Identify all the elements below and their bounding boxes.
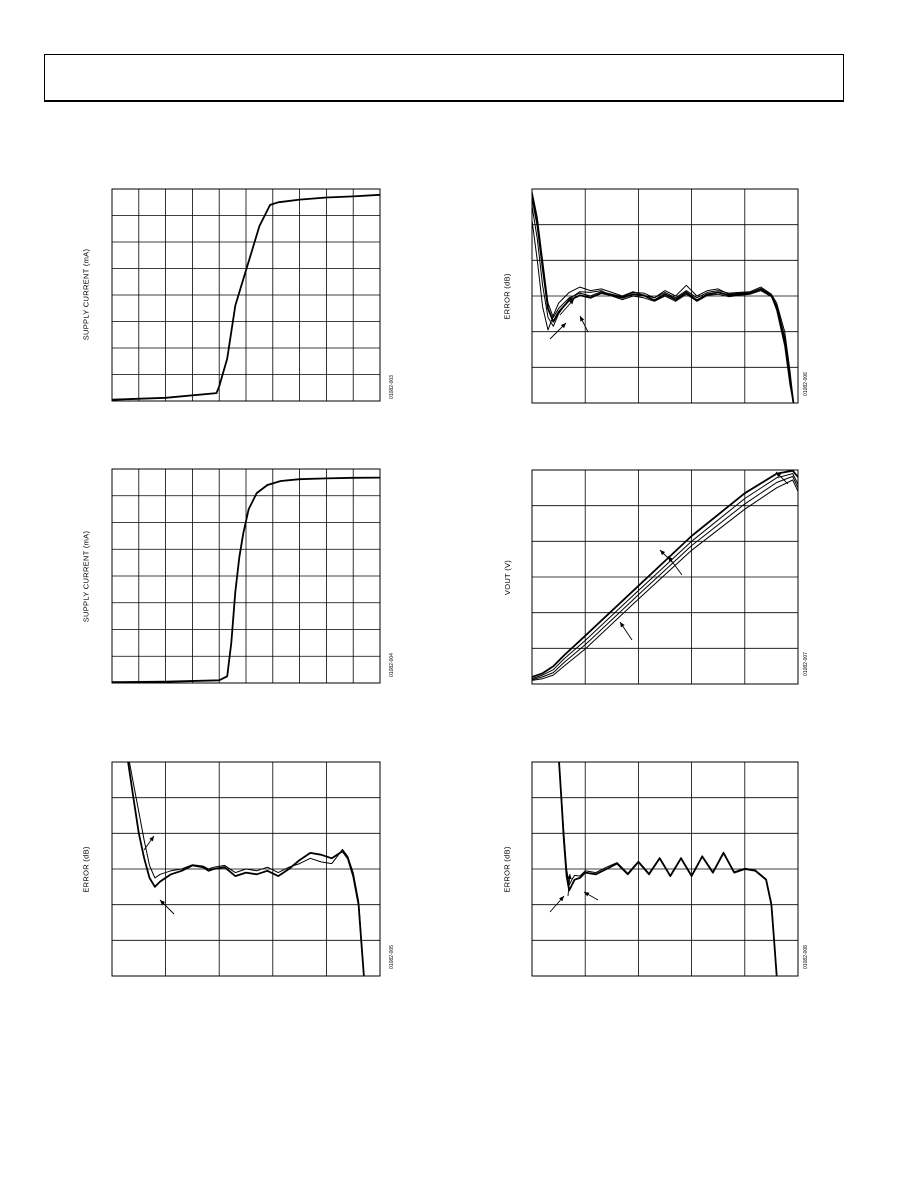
plot-frame — [531, 761, 799, 977]
chart-error-3 — [531, 761, 799, 977]
plot-frame — [531, 469, 799, 685]
annotation-arrow — [567, 873, 572, 897]
chart-plot-area — [111, 761, 381, 977]
series-line-3 — [532, 202, 794, 403]
plot-frame — [531, 188, 799, 404]
series-line-2 — [532, 189, 795, 403]
series-line-4 — [532, 479, 798, 681]
series-line-1 — [558, 762, 778, 976]
chart-plot-area — [111, 468, 381, 684]
series-line-2 — [532, 473, 798, 680]
chart-plot-area — [111, 188, 381, 402]
y-axis-label: ERROR (dB) — [502, 845, 512, 893]
annotation-arrow — [549, 895, 565, 913]
annotation-arrow — [619, 621, 633, 641]
y-axis-label: ERROR (dB) — [81, 845, 91, 893]
chart-supply-current-2 — [111, 468, 381, 684]
series-line-1 — [127, 762, 365, 976]
annotation-arrow — [159, 899, 175, 915]
series-line-1 — [532, 191, 795, 403]
y-axis-label: ERROR (dB) — [502, 272, 512, 320]
y-axis-label: SUPPLY CURRENT (mA) — [81, 530, 91, 622]
series-line-2 — [558, 762, 778, 976]
series-line-4 — [532, 216, 794, 403]
annotation-arrow — [559, 298, 575, 316]
plot-frame — [111, 188, 381, 402]
chart-supply-current-1 — [111, 188, 381, 402]
figure-id: 01082-005 — [388, 945, 395, 969]
figure-id: 01082-003 — [388, 375, 395, 399]
plot-frame — [111, 468, 381, 684]
chart-plot-area — [531, 188, 799, 404]
y-axis-label: SUPPLY CURRENT (mA) — [81, 248, 91, 340]
page-header-box — [44, 54, 844, 102]
figure-id: 01082-004 — [388, 653, 395, 677]
figure-id: 01082-008 — [802, 945, 809, 969]
chart-error-2 — [111, 761, 381, 977]
chart-error-1 — [531, 188, 799, 404]
figure-id: 01082-006 — [802, 372, 809, 396]
series-line-3 — [532, 475, 798, 681]
annotation-arrow — [659, 549, 673, 563]
annotation-arrow — [583, 891, 599, 901]
series-line-1 — [532, 470, 798, 678]
y-axis-label: VOUT (V) — [502, 559, 512, 595]
chart-vout — [531, 469, 799, 685]
series-line-1 — [112, 193, 380, 401]
annotation-arrow — [549, 322, 567, 340]
series-line-1 — [112, 476, 380, 683]
annotation-arrow — [775, 471, 789, 485]
annotation-arrow — [667, 555, 683, 576]
annotation-arrow — [579, 315, 589, 333]
plot-frame — [111, 761, 381, 977]
annotation-arrow — [143, 835, 155, 851]
figure-id: 01082-007 — [802, 652, 809, 676]
chart-plot-area — [531, 761, 799, 977]
chart-plot-area — [531, 469, 799, 685]
series-line-2 — [128, 762, 365, 976]
